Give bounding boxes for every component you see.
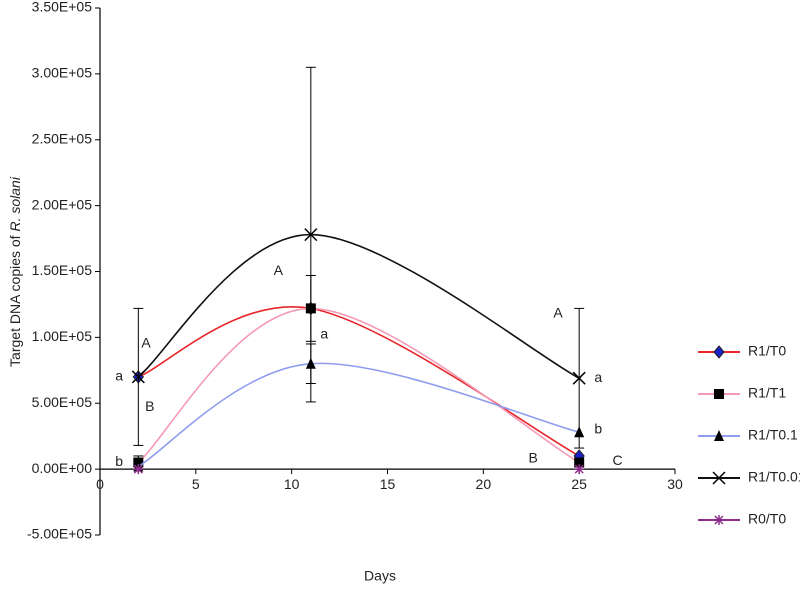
y-tick-label: 5.00E+05 (32, 394, 93, 410)
annotation: a (115, 368, 123, 384)
marker (572, 371, 586, 385)
annotation: a (320, 325, 328, 341)
y-tick-label: 1.50E+05 (32, 262, 93, 278)
marker (714, 430, 724, 441)
y-tick-label: 3.50E+05 (32, 0, 93, 15)
series-line (138, 306, 580, 457)
x-tick-label: 25 (571, 476, 587, 492)
marker (574, 457, 585, 468)
marker (131, 370, 145, 384)
marker (714, 515, 724, 525)
y-axis-label: Target DNA copies of R. solani (7, 176, 23, 367)
annotation: B (528, 449, 537, 465)
y-tick-label: -5.00E+05 (27, 526, 92, 542)
marker (712, 471, 726, 485)
annotation: A (274, 262, 284, 278)
x-tick-label: 15 (380, 476, 396, 492)
y-tick-label: 3.00E+05 (32, 65, 93, 81)
x-tick-label: 30 (667, 476, 683, 492)
marker (133, 464, 144, 475)
annotation: A (141, 335, 151, 351)
x-tick-label: 5 (192, 476, 200, 492)
series-line (137, 233, 580, 379)
y-tick-label: 0.00E+00 (32, 460, 93, 476)
x-tick-label: 0 (96, 476, 104, 492)
x-axis-label: Days (364, 568, 396, 584)
y-axis-label-italic: R. solani (7, 176, 23, 231)
marker (574, 464, 585, 475)
annotation: b (594, 420, 602, 436)
legend-label: R1/T0 (748, 343, 786, 359)
annotation: a (594, 369, 602, 385)
x-tick-label: 10 (284, 476, 300, 492)
annotation: b (115, 453, 123, 469)
y-tick-label: 1.00E+05 (32, 328, 93, 344)
legend-label: R1/T1 (748, 385, 786, 401)
y-tick-label: 2.50E+05 (32, 130, 93, 146)
marker (714, 389, 724, 399)
y-axis-label-text: Target DNA copies of (7, 232, 23, 367)
y-tick-label: 2.00E+05 (32, 196, 93, 212)
annotation: B (145, 398, 154, 414)
marker (304, 228, 318, 242)
marker (713, 345, 725, 359)
series-line (137, 307, 580, 464)
legend-label: R1/T0.1 (748, 427, 798, 443)
legend-label: R1/T0.01 (748, 469, 800, 485)
x-tick-label: 20 (476, 476, 492, 492)
legend-label: R0/T0 (748, 511, 786, 527)
annotation: A (553, 304, 563, 320)
annotation: C (612, 452, 622, 468)
